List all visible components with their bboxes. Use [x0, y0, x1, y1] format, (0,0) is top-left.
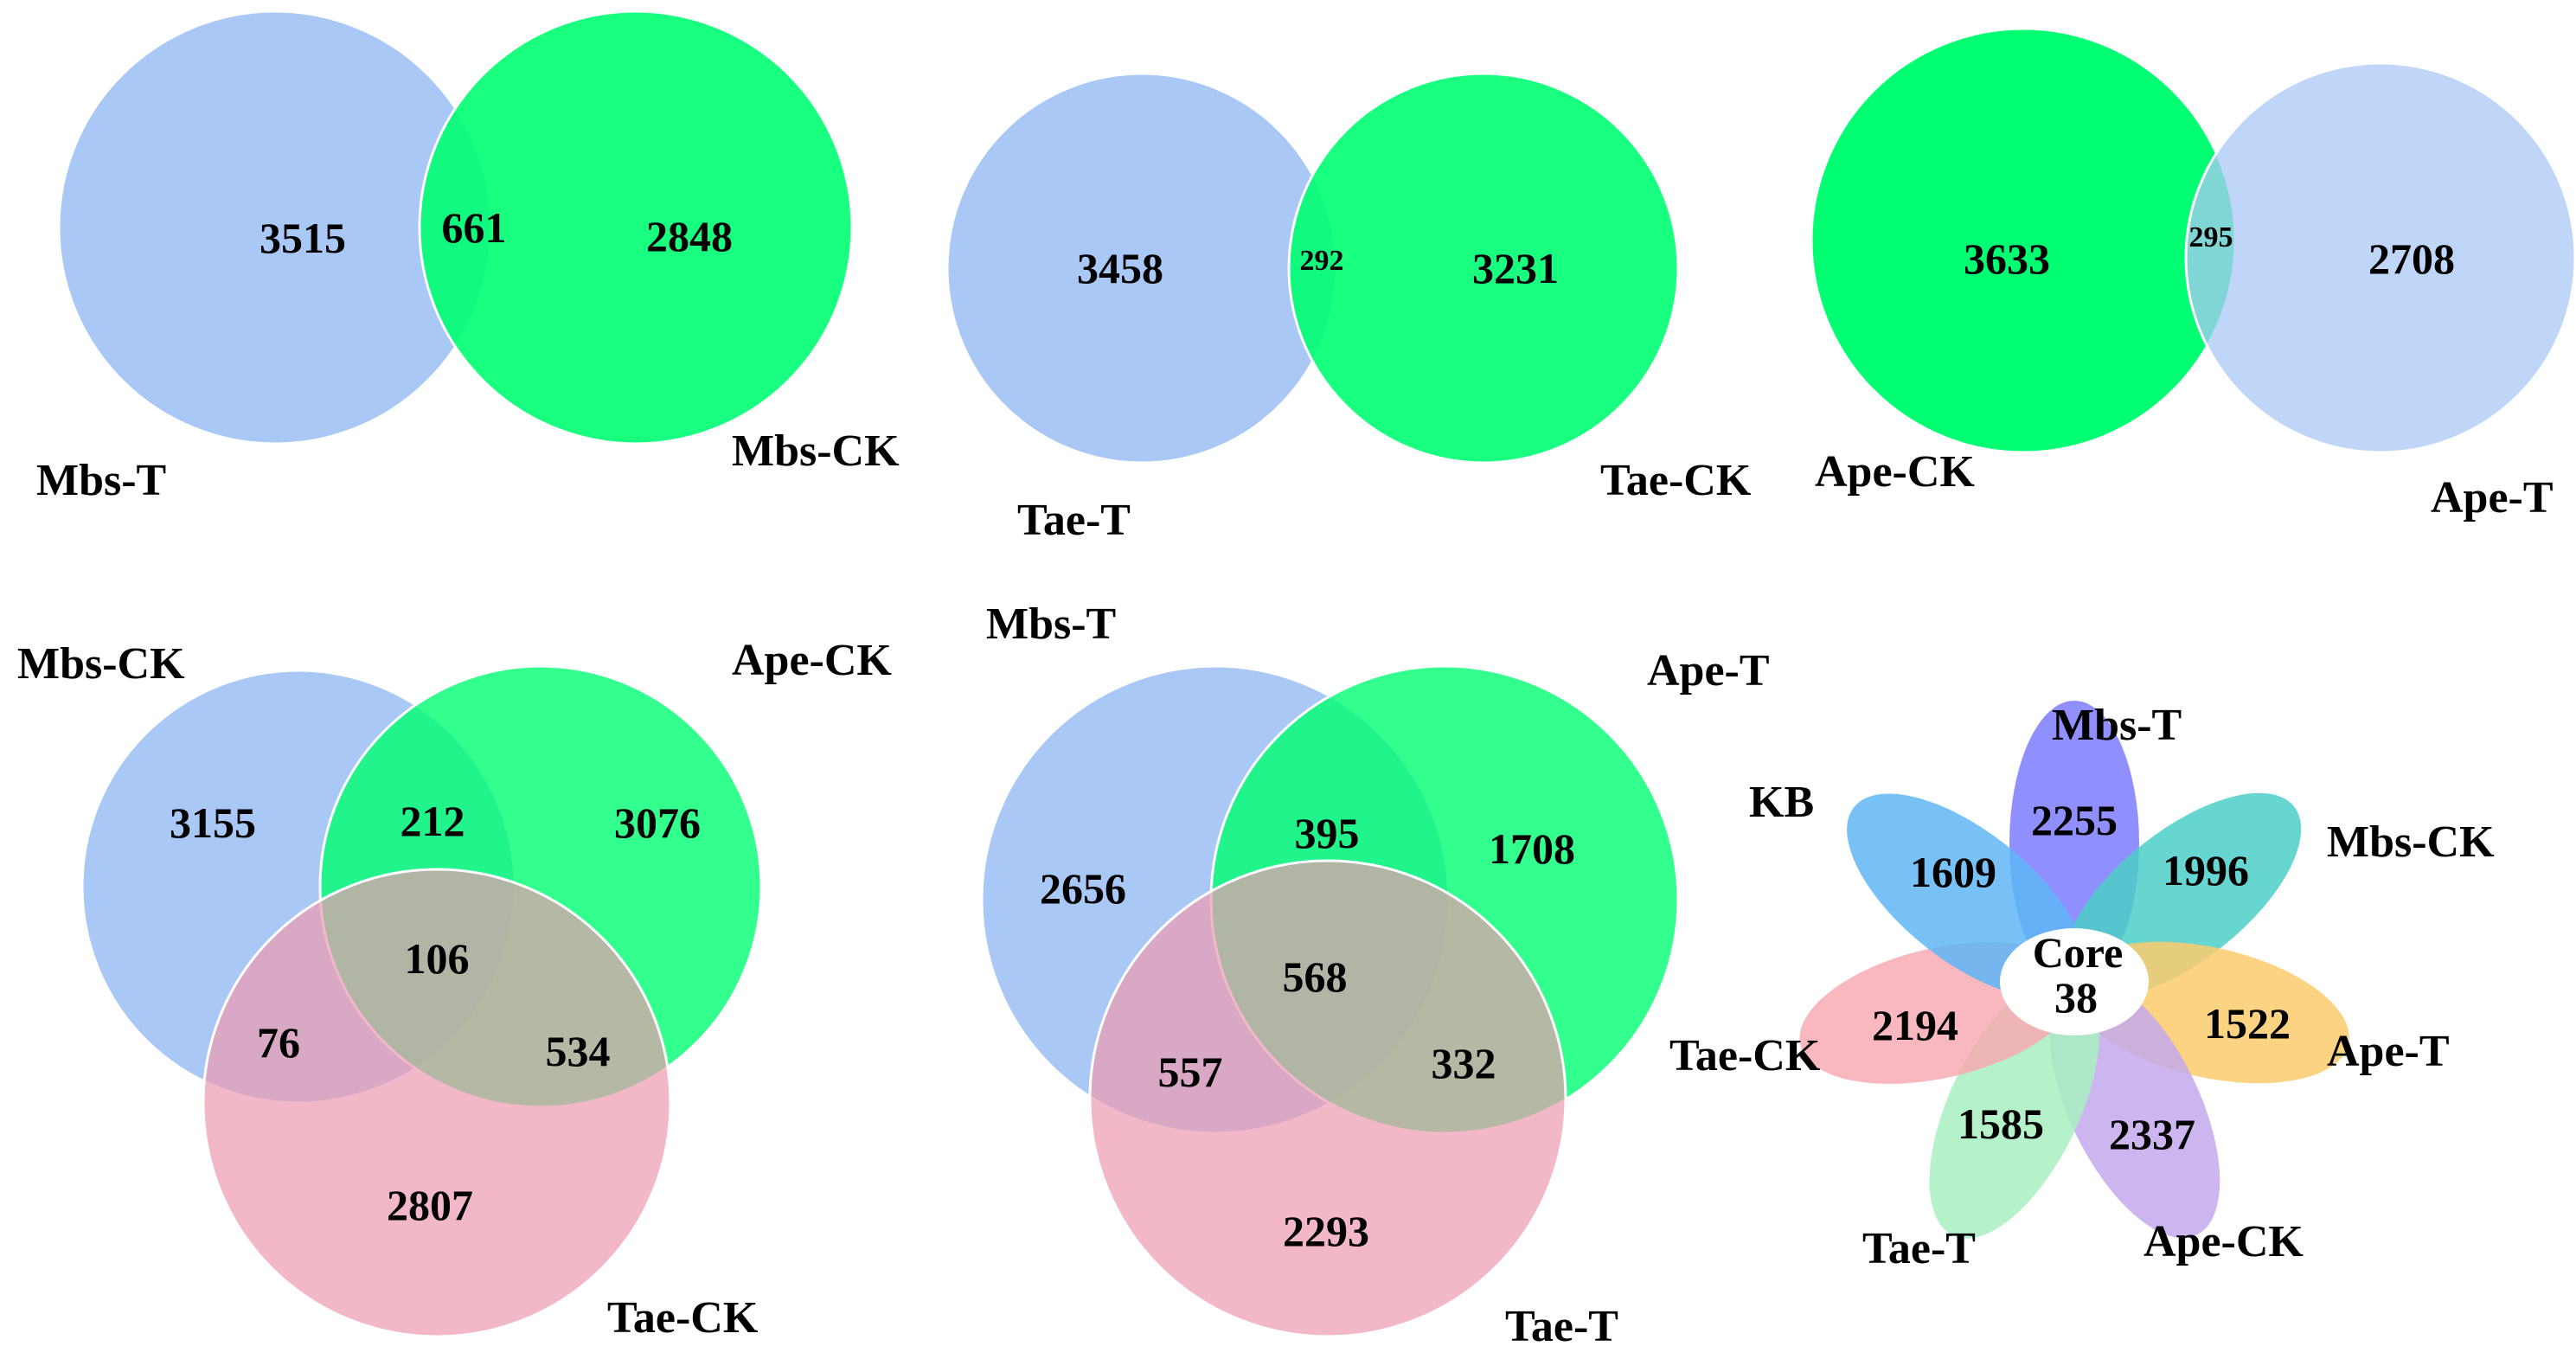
petal-ape-ck-value: 2337 — [2109, 1110, 2195, 1158]
petal-tae-t-value: 1585 — [1958, 1099, 2044, 1148]
venn-ape-circle-right — [2184, 61, 2576, 454]
petal-tae-ck-value: 2194 — [1872, 1001, 1958, 1049]
petal-ape-t-value: 1522 — [2204, 999, 2291, 1048]
petal-mbs-ck-label: Mbs-CK — [2327, 817, 2495, 867]
venn-ck-label-ape: Ape-CK — [732, 636, 892, 685]
venn-mbs-right-label: Mbs-CK — [732, 426, 900, 476]
venn-t-a-only: 2656 — [1040, 864, 1126, 913]
petal-ape-ck-label: Ape-CK — [2143, 1217, 2304, 1266]
petal-ape-t-label: Ape-T — [2327, 1027, 2450, 1076]
venn-tae-right-only: 3231 — [1472, 244, 1559, 292]
venn-mbs-overlap: 661 — [442, 203, 507, 252]
venn-ape-left-label: Ape-CK — [1815, 447, 1975, 497]
venn-t-label-tae: Tae-T — [1505, 1302, 1618, 1351]
venn-ck-label-mbs: Mbs-CK — [17, 639, 185, 689]
venn-ck: 3155 212 3076 106 76 534 2807 Mbs-CK Ape… — [17, 636, 892, 1343]
venn-ck-label-tae: Tae-CK — [607, 1293, 759, 1343]
petal-tae-t — [1929, 975, 2100, 1239]
venn-t-ac: 557 — [1158, 1048, 1223, 1096]
venn-ck-ab: 212 — [400, 797, 465, 845]
venn-ape-overlap: 295 — [2189, 221, 2233, 253]
petal-kb-value: 1609 — [1910, 848, 1996, 896]
petal-kb-label: KB — [1749, 778, 1814, 827]
venn-t-label-ape: Ape-T — [1647, 646, 1770, 696]
flower-diagram: Core 38 2255 1996 1522 2337 1585 2194 16… — [1669, 701, 2495, 1273]
venn-mbs: 3515 661 2848 Mbs-T Mbs-CK — [36, 10, 900, 505]
venn-ck-bc: 534 — [546, 1027, 611, 1075]
venn-t-ab: 395 — [1295, 809, 1360, 857]
venn-ape-left-only: 3633 — [1964, 234, 2050, 283]
petal-mbs-t-label: Mbs-T — [2052, 701, 2182, 750]
venn-mbs-left-label: Mbs-T — [36, 456, 166, 505]
venn-ape: 3633 295 2708 Ape-CK Ape-T — [1810, 27, 2576, 522]
venn-tae-right-label: Tae-CK — [1600, 456, 1752, 505]
venn-t: 2656 395 1708 568 557 332 2293 Mbs-T Ape… — [980, 599, 1770, 1351]
venn-mbs-left-only: 3515 — [260, 214, 346, 262]
venn-t-c-only: 2293 — [1283, 1207, 1369, 1255]
venn-ape-right-label: Ape-T — [2431, 473, 2554, 522]
venn-ck-circle-tae — [202, 868, 672, 1338]
venn-mbs-right-only: 2848 — [646, 212, 733, 260]
venn-t-abc: 568 — [1283, 952, 1348, 1001]
venn-ape-right-only: 2708 — [2368, 234, 2455, 283]
venn-t-bc: 332 — [1432, 1039, 1496, 1087]
venn-t-circle-tae — [1088, 859, 1567, 1338]
venn-ck-c-only: 2807 — [387, 1181, 473, 1229]
venn-ck-b-only: 3076 — [614, 798, 701, 847]
flower-core-value: 38 — [2054, 973, 2098, 1022]
venn-tae-circle-right — [1287, 72, 1680, 465]
venn-tae-left-only: 3458 — [1077, 244, 1163, 292]
venn-ck-ac: 76 — [257, 1018, 300, 1067]
venn-t-b-only: 1708 — [1489, 824, 1575, 873]
petal-tae-t-label: Tae-T — [1862, 1224, 1976, 1273]
venn-tae-overlap: 292 — [1300, 245, 1344, 277]
venn-ck-abc: 106 — [405, 934, 470, 983]
venn-tae-left-label: Tae-T — [1017, 496, 1131, 545]
venn-mbs-circle-right — [418, 10, 854, 446]
petal-mbs-t-value: 2255 — [2031, 796, 2118, 844]
petal-mbs-ck-value: 1996 — [2163, 846, 2249, 894]
flower-core-label: Core — [2033, 928, 2124, 977]
petal-tae-ck-label: Tae-CK — [1669, 1031, 1821, 1080]
venn-t-label-mbs: Mbs-T — [986, 599, 1116, 649]
flower-core — [2000, 928, 2149, 1035]
venn-ck-a-only: 3155 — [170, 798, 256, 847]
venn-tae: 3458 292 3231 Tae-T Tae-CK — [945, 72, 1752, 545]
